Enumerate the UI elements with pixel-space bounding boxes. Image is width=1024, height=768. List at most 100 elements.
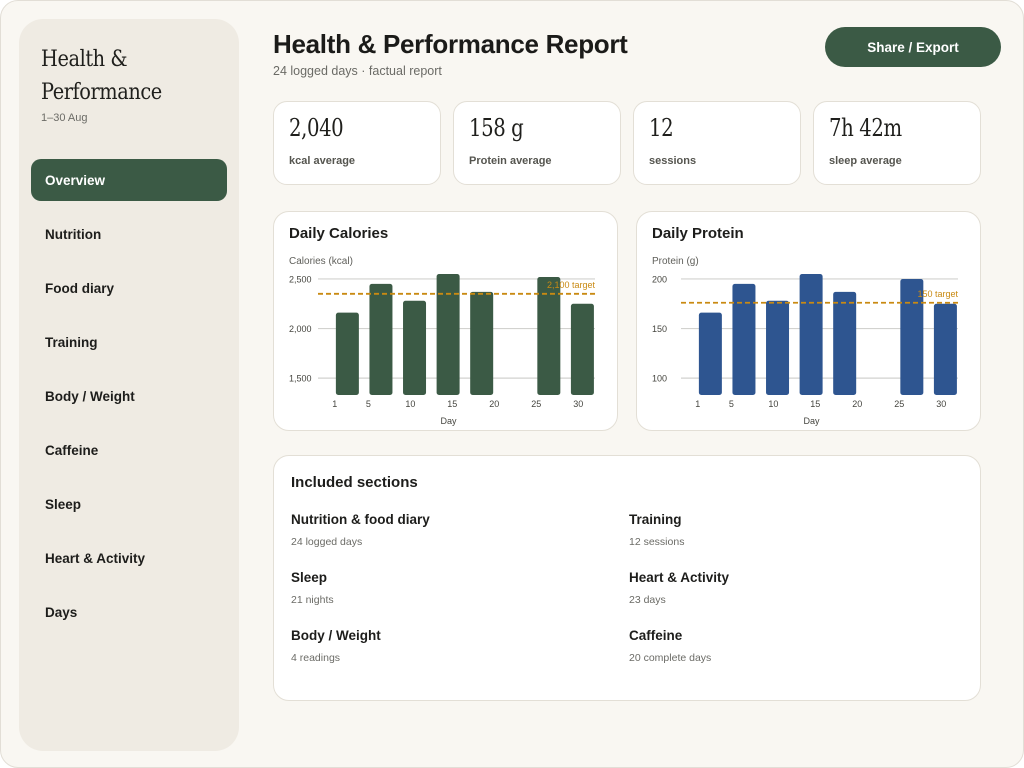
section-name: Caffeine [629,628,683,643]
target-label: 2,100 target [547,280,596,290]
stat-value: 12 [649,114,674,142]
stat-card-calories: 2,040 kcal average [273,101,441,185]
x-tick-label: 15 [447,399,457,409]
calories-chart: Calories (kcal) 1,500 2,000 2,500 2,100 targ… [289,256,596,426]
y-tick-label: 150 [652,324,667,334]
bar [933,303,957,395]
section-item-body-weight: Body / Weight 4 readings [291,628,591,664]
y-tick-label: 2,000 [289,324,312,334]
bar [470,291,494,395]
sidebar-item-sleep[interactable]: Sleep [31,483,227,525]
sidebar-item-nutrition[interactable]: Nutrition [31,213,227,255]
bar [570,303,594,395]
x-tick-label: 5 [729,399,734,409]
stat-card-protein: 158 g Protein average [453,101,621,185]
y-tick-label: 200 [652,274,667,284]
x-tick-label: 10 [405,399,415,409]
y-tick-label: 100 [652,374,667,384]
sidebar-item-food-diary[interactable]: Food diary [31,267,227,309]
bar [766,300,790,395]
section-item-training: Training 12 sessions [629,512,929,548]
section-heading: Included sections [291,474,418,491]
sidebar-item-label: Body / Weight [45,388,135,404]
bar [403,300,427,395]
sidebar-item-label: Training [45,334,98,350]
sidebar: Health & Performance 1–30 Aug Overview N… [19,19,239,751]
sidebar-item-label: Sleep [45,496,82,512]
section-detail: 4 readings [291,652,341,664]
stat-card-sleep: 7h 42m sleep average [813,101,981,185]
x-tick-label: 30 [573,399,583,409]
section-name: Training [629,512,682,527]
calories-chart-card: Daily Calories Calories (kcal) 1,500 2,000… [273,211,618,431]
x-tick-label: 1 [695,399,700,409]
stat-value: 158 g [469,114,524,142]
stat-label: sessions [649,155,697,167]
x-axis-label: Day [440,416,457,426]
section-item-nutrition: Nutrition & food diary 24 logged days [291,512,591,548]
sidebar-item-label: Overview [45,172,106,188]
stat-label: sleep average [829,155,902,167]
x-tick-label: 20 [852,399,862,409]
bar [900,278,924,395]
x-tick-label: 15 [810,399,820,409]
section-item-heart-activity: Heart & Activity 23 days [629,570,929,606]
sidebar-item-label: Days [45,604,78,620]
sidebar-item-overview[interactable]: Overview [31,159,227,201]
x-tick-label: 25 [531,399,541,409]
x-tick-label: 25 [894,399,904,409]
section-detail: 23 days [629,594,666,606]
sidebar-item-days[interactable]: Days [31,591,227,633]
share-export-button[interactable]: Share / Export [825,27,1001,67]
x-axis-label: Day [803,416,820,426]
x-tick-label: 5 [366,399,371,409]
section-item-caffeine: Caffeine 20 complete days [629,628,929,664]
sidebar-item-label: Nutrition [45,226,102,242]
bar [369,283,393,395]
bar [732,283,756,395]
section-detail: 24 logged days [291,536,363,548]
x-tick-label: 30 [936,399,946,409]
sidebar-item-training[interactable]: Training [31,321,227,363]
chart-title: Daily Protein [652,225,744,242]
app-title: Health & Performance [41,47,162,105]
protein-chart-card: Daily Protein Protein (g) 100 150 200 150 ta… [636,211,981,431]
stat-label: kcal average [289,155,356,167]
section-name: Heart & Activity [629,570,730,585]
sidebar-item-caffeine[interactable]: Caffeine [31,429,227,471]
section-name: Body / Weight [291,628,381,643]
section-name: Sleep [291,570,328,585]
y-axis-label: Calories (kcal) [289,256,353,267]
section-detail: 20 complete days [629,652,712,664]
bar [436,274,460,395]
stat-label: Protein average [469,155,552,167]
x-tick-label: 20 [489,399,499,409]
page-title: Health & Performance Report [273,29,628,59]
section-name: Nutrition & food diary [291,512,430,527]
x-tick-label: 10 [768,399,778,409]
stat-card-sessions: 12 sessions [633,101,801,185]
sidebar-item-label: Food diary [45,280,115,296]
chart-title: Daily Calories [289,225,389,242]
stat-value: 7h 42m [829,114,902,142]
section-item-sleep: Sleep 21 nights [291,570,591,606]
target-label: 150 target [917,289,958,299]
bar [698,312,722,395]
sidebar-item-heart-activity[interactable]: Heart & Activity [31,537,227,579]
y-tick-label: 2,500 [289,274,312,284]
y-axis-label: Protein (g) [652,256,699,267]
date-range: 1–30 Aug [41,112,88,124]
x-tick-label: 1 [332,399,337,409]
page-subtitle: 24 logged days · factual report [273,64,442,78]
section-detail: 12 sessions [629,536,685,548]
bar [335,312,359,395]
stat-value: 2,040 [289,114,344,142]
sidebar-item-label: Heart & Activity [45,550,146,566]
y-tick-label: 1,500 [289,374,312,384]
sidebar-item-label: Caffeine [45,442,99,458]
sidebar-item-body-weight[interactable]: Body / Weight [31,375,227,417]
section-detail: 21 nights [291,594,334,606]
bar [833,291,857,395]
